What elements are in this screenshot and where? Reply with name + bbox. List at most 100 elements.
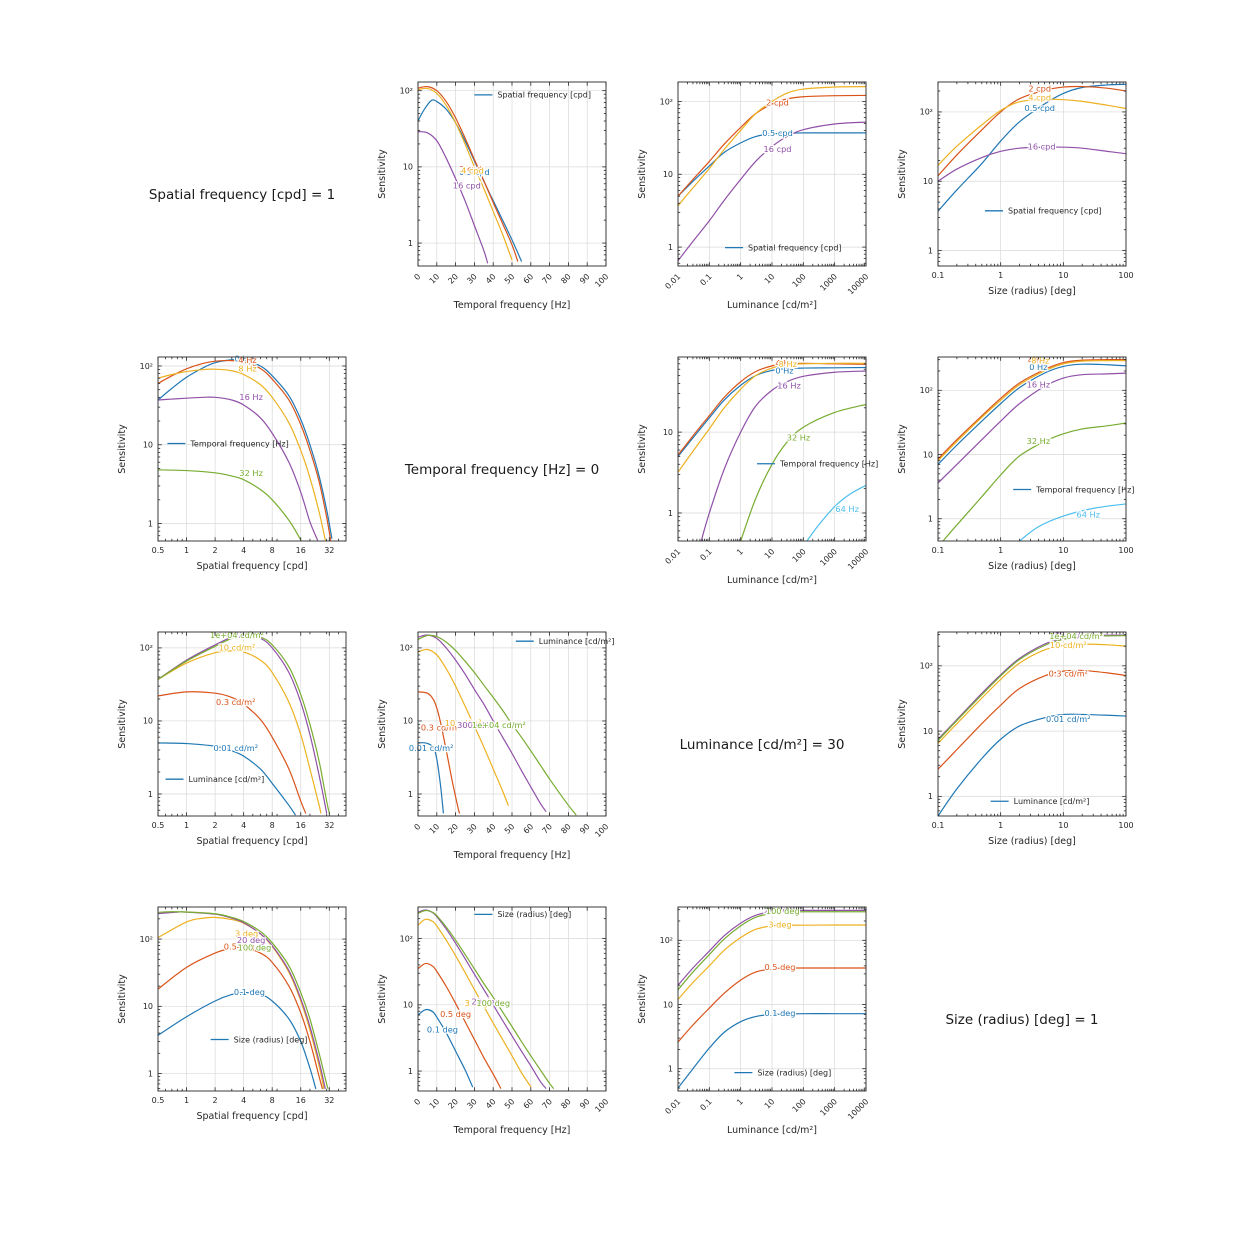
x-tick-label: 0.1 [698,272,713,287]
x-tick-label: 10000 [846,272,870,296]
series-line-16-cpd [938,146,1126,182]
x-tick-label: 100 [791,272,808,289]
x-tick-label: 8 [270,546,275,555]
x-tick-label: 0 [412,272,422,282]
x-tick-label: 80 [559,1097,573,1111]
y-tick-label: 1 [668,1065,673,1074]
x-tick-label: 2 [213,1096,218,1105]
x-axis-label: Spatial frequency [cpd] [196,561,307,572]
cell-r1c3: 0 Hz 4 Hz 8 Hz 16 Hz 32 Hz 64 Hz 0.1 1 10 100 1 10 1… [892,345,1152,595]
x-tick-label: 80 [559,272,573,286]
y-tick-label: 10 [663,1000,673,1009]
x-axis-label: Luminance [cd/m²] [727,575,817,586]
series-line-0.1-deg [418,1008,474,1088]
legend-label: Luminance [cd/m²] [1014,797,1090,806]
x-tick-label: 100 [1118,546,1133,555]
curve-label: 0.3 cd/m² [216,697,255,707]
cell-r3c0: 0.1 deg 0.5 deg 3 deg 20 deg 100 deg 0.5 1 2 4 8 1… [112,895,372,1145]
x-tick-label: 100 [1118,821,1133,830]
curve-label: 16 Hz [777,381,800,391]
curve-label: 16 cpd [453,181,481,191]
curve-label: 0.1 deg [234,987,265,997]
cell-r0c1: 0.5 cpd 2 cpd 4 cpd 16 cpd 0 10 20 30 40 50 60 70 80… [372,70,632,320]
curve-label: 64 Hz [1077,509,1100,519]
curve-label: 0.5 deg [224,942,255,952]
x-tick-label: 0 [412,1097,422,1107]
legend-label: Luminance [cd/m²] [539,637,615,646]
x-tick-label: 10 [763,1097,777,1111]
y-tick-label: 10 [923,177,933,186]
series-line-100-deg [158,911,329,1090]
y-tick-label: 10 [143,717,153,726]
y-tick-label: 10² [400,934,413,943]
curve-label: 100 deg [766,906,800,916]
curve-label: 16 Hz [1027,380,1050,390]
x-tick-label: 30 [465,1097,479,1111]
series-line-0.1-deg [158,991,317,1090]
curve-label: 0.5 deg [440,1009,471,1019]
series-line-0.3-cd-m- [158,691,307,814]
x-axis-label: Luminance [cd/m²] [727,1125,817,1136]
legend-label: Temporal frequency [Hz] [189,439,288,448]
cell-r2c3: 0.01 cd/m² 0.3 cd/m² 10 cd/m² 300 cd/m² 1e+0… [892,620,1152,870]
cell-r0c3: 0.5 cpd 2 cpd 4 cpd 16 cpd 0.1 1 10 100 1 10 10² Si… [892,70,1152,320]
series-line-16-Hz [938,372,1126,484]
series-line-0.01-cd-m- [938,713,1126,816]
series-line-1e-04-cd-m- [158,634,330,814]
y-axis-label: Sensitivity [117,699,128,749]
x-tick-label: 1000 [818,272,839,293]
x-tick-label: 16 [296,546,306,555]
series-line-0-Hz [158,358,333,539]
x-axis-label: Temporal frequency [Hz] [453,300,571,311]
y-tick-label: 1 [148,519,153,528]
curve-label: 100 deg [476,998,510,1008]
x-tick-label: 60 [522,822,536,836]
series-line-0.5-deg [678,967,866,1043]
series-line-10-cd-m- [158,650,322,814]
x-tick-label: 90 [578,822,592,836]
curve-label: 0.01 cd/m² [213,743,258,753]
series-line-0.5-cpd [418,99,522,262]
y-tick-label: 1 [928,792,933,801]
x-tick-label: 1 [184,821,189,830]
cell-r3c1: 0.1 deg 0.5 deg 3 deg 20 deg 100 deg 0 10 20 30 4… [372,895,632,1145]
series-line-8-Hz [678,362,866,473]
x-tick-label: 1 [735,1097,745,1107]
x-tick-label: 0.1 [698,547,713,562]
curve-label: 16 cpd [1028,142,1056,152]
curve-label: 3 deg [235,929,258,939]
x-tick-label: 60 [522,1097,536,1111]
x-tick-label: 70 [540,272,554,286]
x-tick-label: 32 [324,1096,334,1105]
legend-label: Size (radius) [deg] [497,910,571,919]
cell-r0c2: 0.5 cpd 2 cpd 16 cpd 0.01 0.1 1 10 100 1000 10000… [632,70,892,320]
x-tick-label: 80 [559,822,573,836]
x-tick-label: 0.01 [663,272,682,291]
curve-label: 8 Hz [238,363,256,373]
y-tick-label: 1 [408,239,413,248]
x-tick-label: 1 [735,547,745,557]
curve-label: 10 cd/m² [445,718,482,728]
y-tick-label: 10 [663,428,673,437]
legend-label: Spatial frequency [cpd] [497,91,591,100]
diagonal-cell-luminance: Luminance [cd/m²] = 30 [632,620,892,870]
x-tick-label: 50 [503,272,517,286]
series-line-100-deg [418,909,554,1089]
y-tick-label: 10² [140,644,153,653]
y-tick-label: 10² [920,662,933,671]
series-line-0.01-cd-m- [158,742,296,816]
x-tick-label: 0.5 [152,546,165,555]
curve-label: 8 Hz [1031,356,1049,366]
curve-label: 1e+04 cd/m² [472,720,526,730]
curve-label: 0.3 cd/m² [1049,668,1088,678]
x-tick-label: 20 [446,822,460,836]
y-tick-label: 1 [408,1067,413,1076]
curve-label: 0.1 deg [764,1008,795,1018]
legend-label: Temporal frequency [Hz] [779,460,878,469]
x-axis-label: Luminance [cd/m²] [727,300,817,311]
x-tick-label: 1000 [818,1097,839,1118]
x-tick-label: 0.01 [663,547,682,566]
x-tick-label: 90 [578,1097,592,1111]
